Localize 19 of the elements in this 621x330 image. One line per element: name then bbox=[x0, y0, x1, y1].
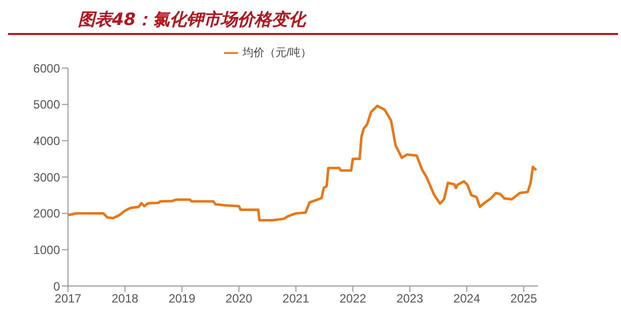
x-tick-label: 2020 bbox=[226, 292, 253, 306]
x-tick-label: 2019 bbox=[168, 292, 196, 306]
y-tick-label: 1000 bbox=[33, 242, 60, 257]
x-tick-label: 2024 bbox=[453, 292, 480, 306]
y-tick-label: 5000 bbox=[33, 98, 60, 112]
x-tick-label: 2017 bbox=[54, 292, 82, 306]
chart-title: 图表48：氯化钾市场价格变化 bbox=[8, 8, 618, 35]
x-tick-label: 2018 bbox=[112, 292, 139, 306]
y-tick-label: 0 bbox=[53, 279, 60, 294]
line-series bbox=[68, 104, 538, 222]
y-tick-label: 3000 bbox=[33, 170, 60, 184]
y-tick-label: 6000 bbox=[33, 61, 60, 76]
y-tick-label: 4000 bbox=[33, 134, 60, 148]
y-tick-label: 2000 bbox=[33, 206, 60, 221]
x-tick-label: 2021 bbox=[282, 292, 310, 306]
x-tick-label: 2023 bbox=[396, 292, 424, 306]
legend-label: 均价（元/吨） bbox=[242, 47, 312, 59]
x-tick-label: 2022 bbox=[339, 292, 367, 306]
x-tick-label: 2025 bbox=[510, 292, 538, 306]
